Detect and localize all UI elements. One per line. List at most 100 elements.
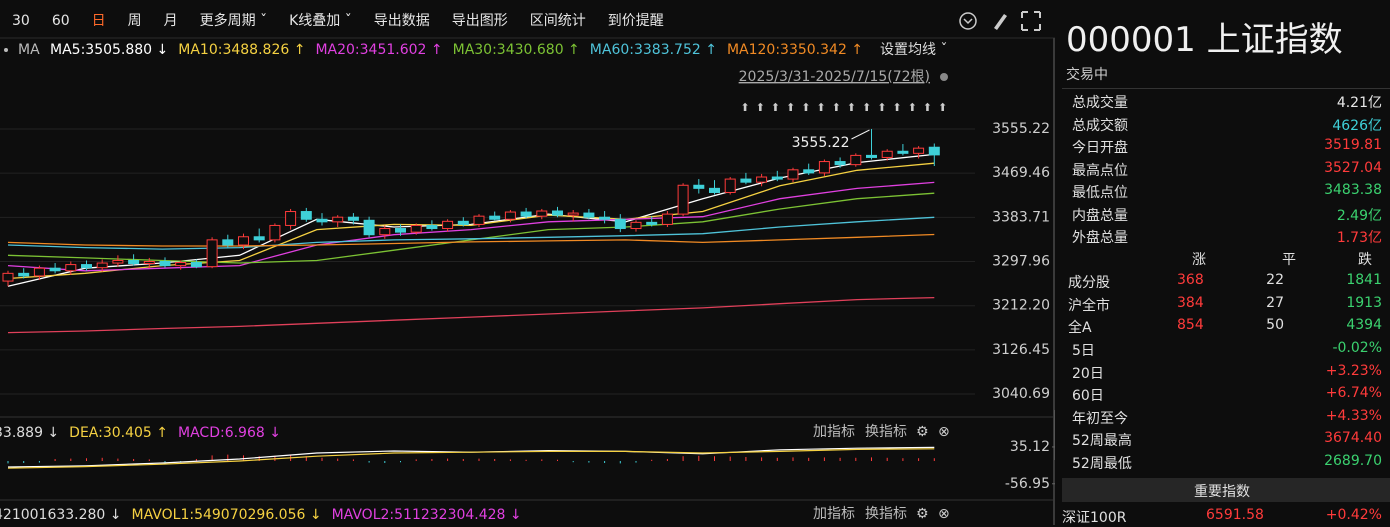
- signal-icon: ⬆: [740, 101, 749, 114]
- signal-icon: ⬆: [908, 101, 917, 114]
- ma-setting[interactable]: 设置均线 ˇ: [880, 42, 947, 58]
- candle-body: [33, 267, 45, 277]
- scrollbar[interactable]: [1053, 38, 1055, 525]
- macd-legend: DEA:30.405 ↑: [69, 425, 168, 441]
- toolbar-item[interactable]: 导出图形: [452, 13, 508, 29]
- quote-title: 000001 上证指数: [1066, 20, 1343, 60]
- candle-body: [206, 239, 218, 268]
- y-tick-label: 3297.96: [992, 254, 1050, 270]
- breadth-header: 跌: [1358, 252, 1372, 268]
- ma-line: [7, 192, 935, 264]
- ma-dot: [4, 48, 8, 52]
- toolbar-item[interactable]: 更多周期 ˇ: [200, 12, 267, 29]
- candle-body: [630, 221, 642, 230]
- perf-value: +3.23%: [1325, 362, 1382, 379]
- candle-body: [818, 161, 830, 174]
- pin-icon[interactable]: [940, 73, 948, 81]
- toolbar-item[interactable]: 30: [12, 13, 30, 29]
- candle-body: [457, 220, 469, 225]
- ma-line: [7, 181, 935, 272]
- quote-label: 总成交量: [1072, 95, 1128, 111]
- section-bg: [1062, 478, 1390, 502]
- candle-body: [159, 260, 171, 267]
- toolbar-item[interactable]: 导出数据: [374, 13, 430, 29]
- dea-line: [7, 448, 935, 469]
- max-arrow: [851, 129, 870, 140]
- candle-body: [583, 212, 595, 218]
- candle-body: [442, 220, 454, 230]
- candle-body: [269, 224, 281, 241]
- candle-body: [834, 161, 846, 166]
- toolbar-item[interactable]: 日: [92, 13, 106, 29]
- index-change: +0.42%: [1325, 507, 1382, 523]
- indicator-button[interactable]: 加指标: [813, 506, 855, 522]
- fullscreen-icon[interactable]: [1021, 11, 1041, 31]
- perf-value: 2689.70: [1324, 452, 1382, 469]
- signal-icon: ⬆: [923, 101, 932, 114]
- scroll-thumb[interactable]: [1054, 410, 1055, 460]
- signal-icon: ⬆: [801, 101, 810, 114]
- max-label: 3555.22: [792, 135, 850, 151]
- macd-legend: 33.889 ↓: [0, 425, 59, 441]
- signal-icon: ⬆: [862, 101, 871, 114]
- vol-legend: 421001633.280 ↓: [0, 507, 122, 523]
- quote-value: 3519.81: [1324, 137, 1382, 153]
- gear-icon: ⚙: [916, 506, 929, 522]
- candle-body: [881, 150, 893, 158]
- candle-body: [756, 176, 768, 183]
- candle-body: [379, 228, 391, 236]
- perf-label: 5日: [1072, 343, 1095, 359]
- toolbar-item[interactable]: K线叠加 ˇ: [289, 13, 352, 29]
- brush-icon[interactable]: [994, 14, 1007, 30]
- candle-body: [316, 218, 328, 223]
- indicator-button[interactable]: 换指标: [865, 505, 907, 522]
- candle-body: [520, 211, 532, 217]
- ma-legend: MA30:3430.680 ↑: [453, 42, 580, 58]
- candle-body: [253, 236, 265, 241]
- close-icon: ⊗: [938, 424, 950, 440]
- indicator-button[interactable]: 换指标: [865, 423, 907, 440]
- candle-body: [787, 169, 799, 180]
- ma-title: MA: [18, 42, 40, 58]
- candle-body: [285, 211, 297, 226]
- signal-icon: ⬆: [771, 101, 780, 114]
- menu-icon[interactable]: [959, 12, 977, 30]
- quote-value: 4.21亿: [1336, 95, 1382, 111]
- perf-label: 年初至今: [1072, 410, 1128, 427]
- perf-label: 20日: [1072, 365, 1104, 382]
- candle-body: [128, 259, 140, 265]
- y-tick-label: 3126.45: [992, 342, 1050, 358]
- breadth-up: 854: [1177, 317, 1204, 333]
- toolbar-item[interactable]: 月: [164, 13, 178, 29]
- breadth-down: 1913: [1346, 294, 1382, 311]
- toolbar-item[interactable]: 周: [128, 13, 142, 29]
- breadth-up: 384: [1177, 294, 1204, 311]
- y-tick-label: 3469.46: [992, 165, 1050, 181]
- quote-value: 1.73亿: [1336, 230, 1382, 246]
- quote-label: 今日开盘: [1072, 140, 1128, 156]
- candle-body: [677, 184, 689, 215]
- candle-body: [238, 236, 249, 246]
- candle-body: [143, 260, 155, 265]
- divider: [1062, 88, 1390, 89]
- quote-value: 2.49亿: [1336, 207, 1382, 224]
- index-name: 深证100R: [1062, 510, 1127, 526]
- candle-body: [410, 224, 422, 233]
- toolbar-item[interactable]: 到价提醒: [608, 13, 664, 29]
- ma-legend: MA5:3505.880 ↓: [50, 42, 168, 58]
- candle-body: [18, 272, 30, 277]
- breadth-flat: 27: [1266, 294, 1284, 311]
- macd-legend: MACD:6.968 ↓: [178, 425, 281, 441]
- gear-icon: ⚙: [916, 424, 929, 440]
- candle-body: [928, 146, 940, 156]
- candle-body: [2, 272, 14, 282]
- indicator-button[interactable]: 加指标: [813, 424, 855, 440]
- quote-value: 3527.04: [1324, 159, 1382, 176]
- breadth-header: 平: [1282, 252, 1296, 268]
- quote-label: 最高点位: [1072, 162, 1128, 179]
- candle-body: [222, 239, 234, 246]
- toolbar-item[interactable]: 区间统计: [530, 13, 586, 29]
- toolbar-item[interactable]: 60: [52, 13, 70, 29]
- candle-body: [850, 154, 862, 166]
